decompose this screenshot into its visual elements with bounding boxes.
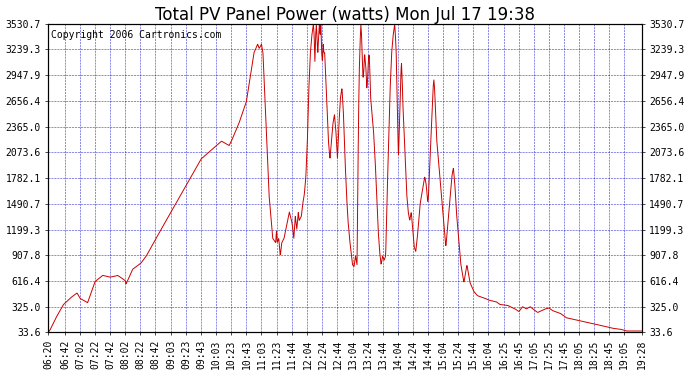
Title: Total PV Panel Power (watts) Mon Jul 17 19:38: Total PV Panel Power (watts) Mon Jul 17 … [155,6,535,24]
Text: Copyright 2006 Cartronics.com: Copyright 2006 Cartronics.com [52,30,221,40]
